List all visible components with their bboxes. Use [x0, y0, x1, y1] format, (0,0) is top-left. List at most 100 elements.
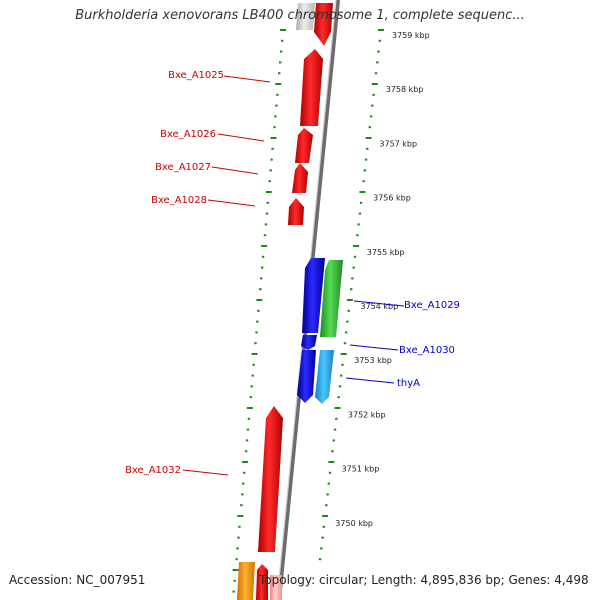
- gene-arrow-bxe-a1027[interactable]: [292, 163, 308, 193]
- axis-label: 3750 kbp: [335, 519, 373, 528]
- left-tick-mark: [236, 547, 239, 550]
- reverse-strand-genes: [297, 258, 343, 404]
- gene-arrow-top-red[interactable]: [314, 3, 333, 46]
- right-tick-mark: [331, 450, 334, 453]
- left-tick-mark: [276, 93, 279, 96]
- left-tick-mark: [238, 525, 241, 528]
- gene-arrow-bxe-a1032[interactable]: [258, 406, 283, 552]
- right-tick-mark: [372, 93, 375, 96]
- gene-label-bxe-a1030[interactable]: Bxe_A1030: [399, 345, 455, 356]
- right-tick-mark: [358, 212, 362, 215]
- right-tick-mark: [378, 29, 384, 31]
- left-tick-mark: [273, 126, 276, 129]
- genome-summary-text: Topology: circular; Length: 4,895,836 bp…: [259, 573, 589, 587]
- left-tick-mark: [242, 461, 249, 463]
- gene-label-thya[interactable]: thyA: [397, 378, 420, 389]
- left-tick-mark: [261, 255, 265, 258]
- left-tick-mark: [250, 385, 253, 388]
- left-tick-mark: [275, 104, 278, 107]
- right-tick-mark: [359, 201, 363, 204]
- gene-arrow-bottom-orange[interactable]: [237, 562, 255, 600]
- gene-arrow-bxe-a1026[interactable]: [295, 128, 313, 163]
- right-tick-mark: [374, 72, 378, 75]
- right-tick-mark: [333, 428, 337, 431]
- gene-label-bxe-a1026[interactable]: Bxe_A1026: [160, 129, 216, 140]
- left-tick-mark: [270, 137, 277, 139]
- axis-labels: 3759 kbp 3758 kbp 3757 kbp 3756 kbp 3755 kbp…: [335, 31, 429, 528]
- left-tick-mark: [279, 61, 282, 64]
- gene-arrow-bxe-a1030-upper[interactable]: [302, 258, 325, 333]
- gene-label-bxe-a1027[interactable]: Bxe_A1027: [155, 162, 211, 173]
- left-tick-mark: [240, 504, 243, 507]
- left-tick-mark: [251, 353, 258, 355]
- right-tick-mark: [347, 309, 350, 312]
- gene-arrow-bxe-a1029[interactable]: [320, 260, 343, 337]
- left-tick-mark: [261, 266, 264, 269]
- left-tick-mark: [232, 569, 239, 571]
- axis-label: 3752 kbp: [348, 410, 386, 419]
- accession-text: Accession: NC_007951: [9, 573, 146, 587]
- left-tick-mark: [246, 407, 253, 409]
- left-tick-mark: [270, 158, 273, 161]
- axis-label: 3754 kbp: [361, 302, 399, 311]
- right-tick-mark: [337, 396, 340, 399]
- gene-label-bxe-a1028[interactable]: Bxe_A1028: [151, 195, 207, 206]
- right-tick-mark: [353, 255, 357, 258]
- left-tick-mark: [263, 234, 267, 237]
- gene-label-bxe-a1029[interactable]: Bxe_A1029: [404, 300, 460, 311]
- left-tick-mark: [245, 439, 249, 442]
- right-tick-mark: [341, 363, 344, 366]
- gene-labels: Bxe_A1025 Bxe_A1026 Bxe_A1027 Bxe_A1028 …: [125, 70, 460, 476]
- right-tick-mark: [328, 471, 332, 474]
- leader-lines: [182, 75, 405, 476]
- axis-label: 3757 kbp: [379, 139, 417, 148]
- left-tick-mark: [274, 115, 277, 118]
- gene-arrow-thya-blue[interactable]: [297, 350, 316, 403]
- gene-arrow-top-grey[interactable]: [296, 3, 315, 30]
- right-tick-mark: [320, 547, 323, 550]
- right-tick-mark: [353, 245, 360, 247]
- right-tick-mark: [343, 342, 347, 345]
- left-tick-mark: [251, 374, 254, 377]
- left-tick-mark: [235, 558, 238, 561]
- right-tick-mark: [326, 493, 329, 496]
- left-tick-mark: [269, 169, 272, 172]
- left-tick-mark: [275, 83, 282, 85]
- right-tick-mark: [321, 536, 324, 539]
- right-tick-mark: [356, 234, 359, 237]
- right-tick-mark: [362, 180, 365, 183]
- right-tick-mark: [327, 482, 330, 485]
- left-tick-mark: [237, 515, 244, 517]
- gene-arrow-bxe-a1028[interactable]: [288, 198, 304, 225]
- right-tick-mark: [378, 39, 381, 42]
- left-tick-mark: [249, 396, 252, 399]
- right-tick-mark: [366, 147, 369, 150]
- left-tick-mark: [232, 590, 235, 593]
- axis-label: 3755 kbp: [367, 248, 405, 257]
- forward-strand-genes: [237, 3, 333, 600]
- left-tick-mark: [279, 50, 283, 53]
- gene-arrow-bottom-red[interactable]: [256, 564, 268, 600]
- map-title: Burkholderia xenovorans LB400 chromosome…: [75, 8, 525, 23]
- right-tick-mark: [338, 385, 342, 388]
- left-tick-mark: [254, 342, 257, 345]
- tick-marks: [232, 29, 384, 593]
- right-tick-mark: [352, 266, 355, 269]
- gene-arrow-bottom-pink[interactable]: [270, 575, 282, 600]
- right-tick-mark: [332, 439, 335, 442]
- gene-arrow-thya[interactable]: [315, 350, 334, 404]
- right-tick-mark: [325, 504, 328, 507]
- gene-arrow-bxe-a1030[interactable]: [301, 335, 317, 350]
- axis-label: 3758 kbp: [386, 85, 424, 94]
- gene-label-bxe-a1032[interactable]: Bxe_A1032: [125, 465, 181, 476]
- gene-arrow-bxe-a1025[interactable]: [300, 49, 323, 126]
- left-tick-mark: [265, 191, 272, 193]
- left-tick-mark: [244, 450, 248, 453]
- left-tick-mark: [256, 320, 259, 323]
- gene-label-bxe-a1025[interactable]: Bxe_A1025: [168, 70, 224, 81]
- right-tick-mark: [369, 115, 373, 118]
- left-tick-mark: [241, 493, 244, 496]
- right-tick-mark: [340, 374, 343, 377]
- left-tick-mark: [259, 288, 262, 291]
